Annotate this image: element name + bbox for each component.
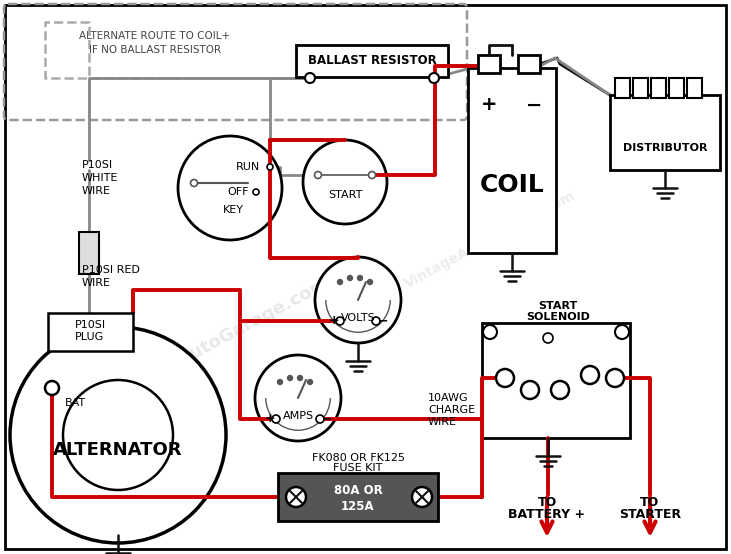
Circle shape <box>429 73 439 83</box>
Circle shape <box>412 487 432 507</box>
Circle shape <box>314 172 322 178</box>
Text: OFF: OFF <box>227 187 249 197</box>
Text: +: + <box>329 315 339 327</box>
FancyBboxPatch shape <box>482 323 630 438</box>
Circle shape <box>315 257 401 343</box>
Text: ALTERNATOR: ALTERNATOR <box>53 441 183 459</box>
Text: WIRE: WIRE <box>82 278 111 288</box>
Circle shape <box>338 280 343 285</box>
Text: −: − <box>378 315 388 327</box>
Circle shape <box>483 325 497 339</box>
Text: 125A: 125A <box>341 500 375 512</box>
Text: FUSE KIT: FUSE KIT <box>333 463 383 473</box>
Circle shape <box>347 275 352 280</box>
Circle shape <box>287 376 292 381</box>
Text: START: START <box>327 190 362 200</box>
Text: TO: TO <box>640 495 659 509</box>
FancyBboxPatch shape <box>48 313 133 351</box>
Text: AMPS: AMPS <box>282 411 314 421</box>
Circle shape <box>10 327 226 543</box>
Circle shape <box>63 380 173 490</box>
Circle shape <box>191 179 197 187</box>
FancyBboxPatch shape <box>5 5 726 549</box>
Circle shape <box>303 140 387 224</box>
Text: RUN: RUN <box>236 162 260 172</box>
Circle shape <box>372 317 380 325</box>
Text: +: + <box>481 95 497 115</box>
Circle shape <box>581 366 599 384</box>
Text: BAT: BAT <box>65 398 86 408</box>
Text: P10SI: P10SI <box>75 320 105 330</box>
FancyBboxPatch shape <box>278 473 438 521</box>
Circle shape <box>305 73 315 83</box>
Text: 10AWG: 10AWG <box>428 393 469 403</box>
Text: FK080 OR FK125: FK080 OR FK125 <box>311 453 404 463</box>
Text: START: START <box>538 301 577 311</box>
Text: VintageAutoGarage.com: VintageAutoGarage.com <box>402 189 577 291</box>
Text: P10SI: P10SI <box>82 160 113 170</box>
Text: COIL: COIL <box>480 173 545 197</box>
FancyBboxPatch shape <box>478 55 500 73</box>
Circle shape <box>606 369 624 387</box>
Circle shape <box>368 280 373 285</box>
Text: TO: TO <box>537 495 556 509</box>
Circle shape <box>615 325 629 339</box>
Circle shape <box>298 376 303 381</box>
Circle shape <box>286 487 306 507</box>
Circle shape <box>368 172 376 178</box>
Text: ALTERNATE ROUTE TO COIL+: ALTERNATE ROUTE TO COIL+ <box>80 31 230 41</box>
FancyBboxPatch shape <box>468 68 556 253</box>
Circle shape <box>357 275 363 280</box>
Text: STARTER: STARTER <box>619 509 681 521</box>
Circle shape <box>45 381 59 395</box>
Text: PLUG: PLUG <box>75 332 105 342</box>
Circle shape <box>543 333 553 343</box>
Text: WIRE: WIRE <box>428 417 457 427</box>
Text: SOLENOID: SOLENOID <box>526 312 590 322</box>
Circle shape <box>316 415 324 423</box>
Text: BATTERY +: BATTERY + <box>509 509 586 521</box>
Text: VOLTS: VOLTS <box>341 313 376 323</box>
Circle shape <box>551 381 569 399</box>
Text: −: − <box>526 95 542 115</box>
Text: IF NO BALLAST RESISTOR: IF NO BALLAST RESISTOR <box>89 45 221 55</box>
Circle shape <box>253 189 259 195</box>
FancyBboxPatch shape <box>79 232 99 274</box>
Text: BALLAST RESISTOR: BALLAST RESISTOR <box>308 54 436 68</box>
Circle shape <box>255 355 341 441</box>
FancyBboxPatch shape <box>610 95 720 170</box>
Text: +: + <box>265 413 276 425</box>
Circle shape <box>272 415 280 423</box>
Text: KEY: KEY <box>222 205 243 215</box>
Circle shape <box>267 164 273 170</box>
Text: 80A OR: 80A OR <box>333 484 382 496</box>
Circle shape <box>308 379 312 384</box>
Text: −: − <box>322 413 333 425</box>
Circle shape <box>278 379 282 384</box>
Text: CHARGE: CHARGE <box>428 405 475 415</box>
Text: DISTRIBUTOR: DISTRIBUTOR <box>623 143 708 153</box>
FancyBboxPatch shape <box>633 78 648 98</box>
Circle shape <box>178 136 282 240</box>
Text: WHITE: WHITE <box>82 173 118 183</box>
Text: WIRE: WIRE <box>82 186 111 196</box>
Circle shape <box>521 381 539 399</box>
FancyBboxPatch shape <box>615 78 630 98</box>
FancyBboxPatch shape <box>669 78 684 98</box>
Text: P10SI RED: P10SI RED <box>82 265 140 275</box>
Text: VintageAutoGarage.com: VintageAutoGarage.com <box>107 274 333 406</box>
Circle shape <box>496 369 514 387</box>
FancyBboxPatch shape <box>518 55 540 73</box>
Circle shape <box>336 317 344 325</box>
FancyBboxPatch shape <box>296 45 448 77</box>
FancyBboxPatch shape <box>687 78 702 98</box>
FancyBboxPatch shape <box>651 78 666 98</box>
